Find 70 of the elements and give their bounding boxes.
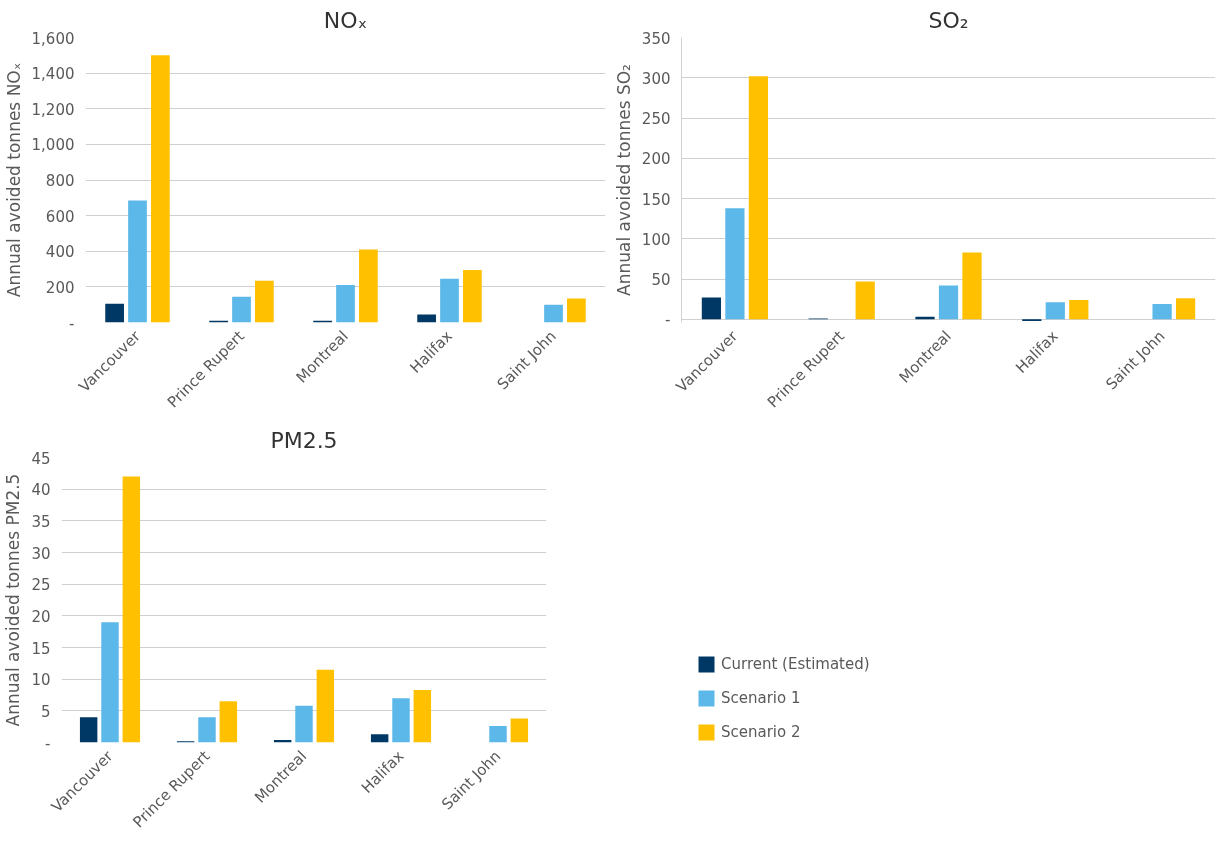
bar [1045,302,1065,320]
y-tick-label: 600 [45,207,75,226]
bar [544,304,563,323]
bar [79,717,98,743]
y-tick-label: 1,000 [31,136,75,155]
bar [198,717,216,743]
bar [336,285,355,323]
legend-label: Scenario 2 [721,723,801,741]
bar [122,476,141,743]
y-tick-label: 400 [45,243,75,262]
bar [701,297,722,320]
bar [510,718,529,743]
y-tick-label: 350 [641,29,671,48]
y-tick-label: - [45,734,51,753]
bar [128,200,147,323]
bar [463,269,482,323]
y-axis-title: Annual avoided tonnes NOₓ [3,62,24,298]
bar [440,278,459,323]
chart-title: NOₓ [323,7,368,33]
bar [417,314,436,323]
y-tick-label: - [69,314,75,333]
y-tick-label: 250 [641,110,671,129]
legend-label: Scenario 1 [721,689,801,707]
bar [105,303,124,323]
y-tick-label: 20 [31,607,51,626]
bar [725,208,745,320]
bar [938,285,959,320]
y-axis-title: Annual avoided tonnes SO₂ [613,64,634,296]
bar [1152,303,1172,320]
y-tick-label: 5 [40,702,51,721]
y-tick-label: 10 [31,671,51,690]
bar [359,249,378,323]
y-tick-label: 30 [31,544,51,563]
y-tick-label: 15 [31,639,51,658]
y-tick-label: 200 [641,150,671,169]
y-tick-label: 50 [651,271,671,290]
y-tick-label: - [665,311,671,330]
bar [232,296,251,323]
bar [151,55,170,323]
chart-title: PM2.5 [270,427,338,453]
bar [748,76,769,320]
bar [370,734,389,743]
y-tick-label: 45 [31,449,51,468]
y-tick-label: 1,200 [31,100,75,119]
bar [489,726,507,743]
y-tick-label: 35 [31,512,51,531]
chart-title: SO₂ [928,7,969,33]
y-tick-label: 200 [45,278,75,297]
bar [1069,299,1089,320]
y-tick-label: 1,400 [31,65,75,84]
bar [295,705,313,743]
bar [219,701,238,743]
y-tick-label: 300 [641,69,671,88]
y-tick-label: 25 [31,576,51,595]
y-tick-label: 150 [641,190,671,209]
y-tick-label: 800 [45,172,75,190]
bar [255,280,274,323]
bar [413,689,432,743]
bar [316,669,335,743]
y-tick-label: 40 [31,481,51,500]
y-tick-label: 100 [641,230,671,249]
legend-label: Current (Estimated) [721,655,870,673]
y-axis-title: Annual avoided tonnes PM2.5 [3,473,24,727]
bar [962,252,982,320]
bar [855,281,875,320]
bar [101,622,119,743]
bar [392,698,410,743]
y-tick-label: 1,600 [31,29,75,48]
bar [567,298,586,323]
bar [1175,298,1196,320]
